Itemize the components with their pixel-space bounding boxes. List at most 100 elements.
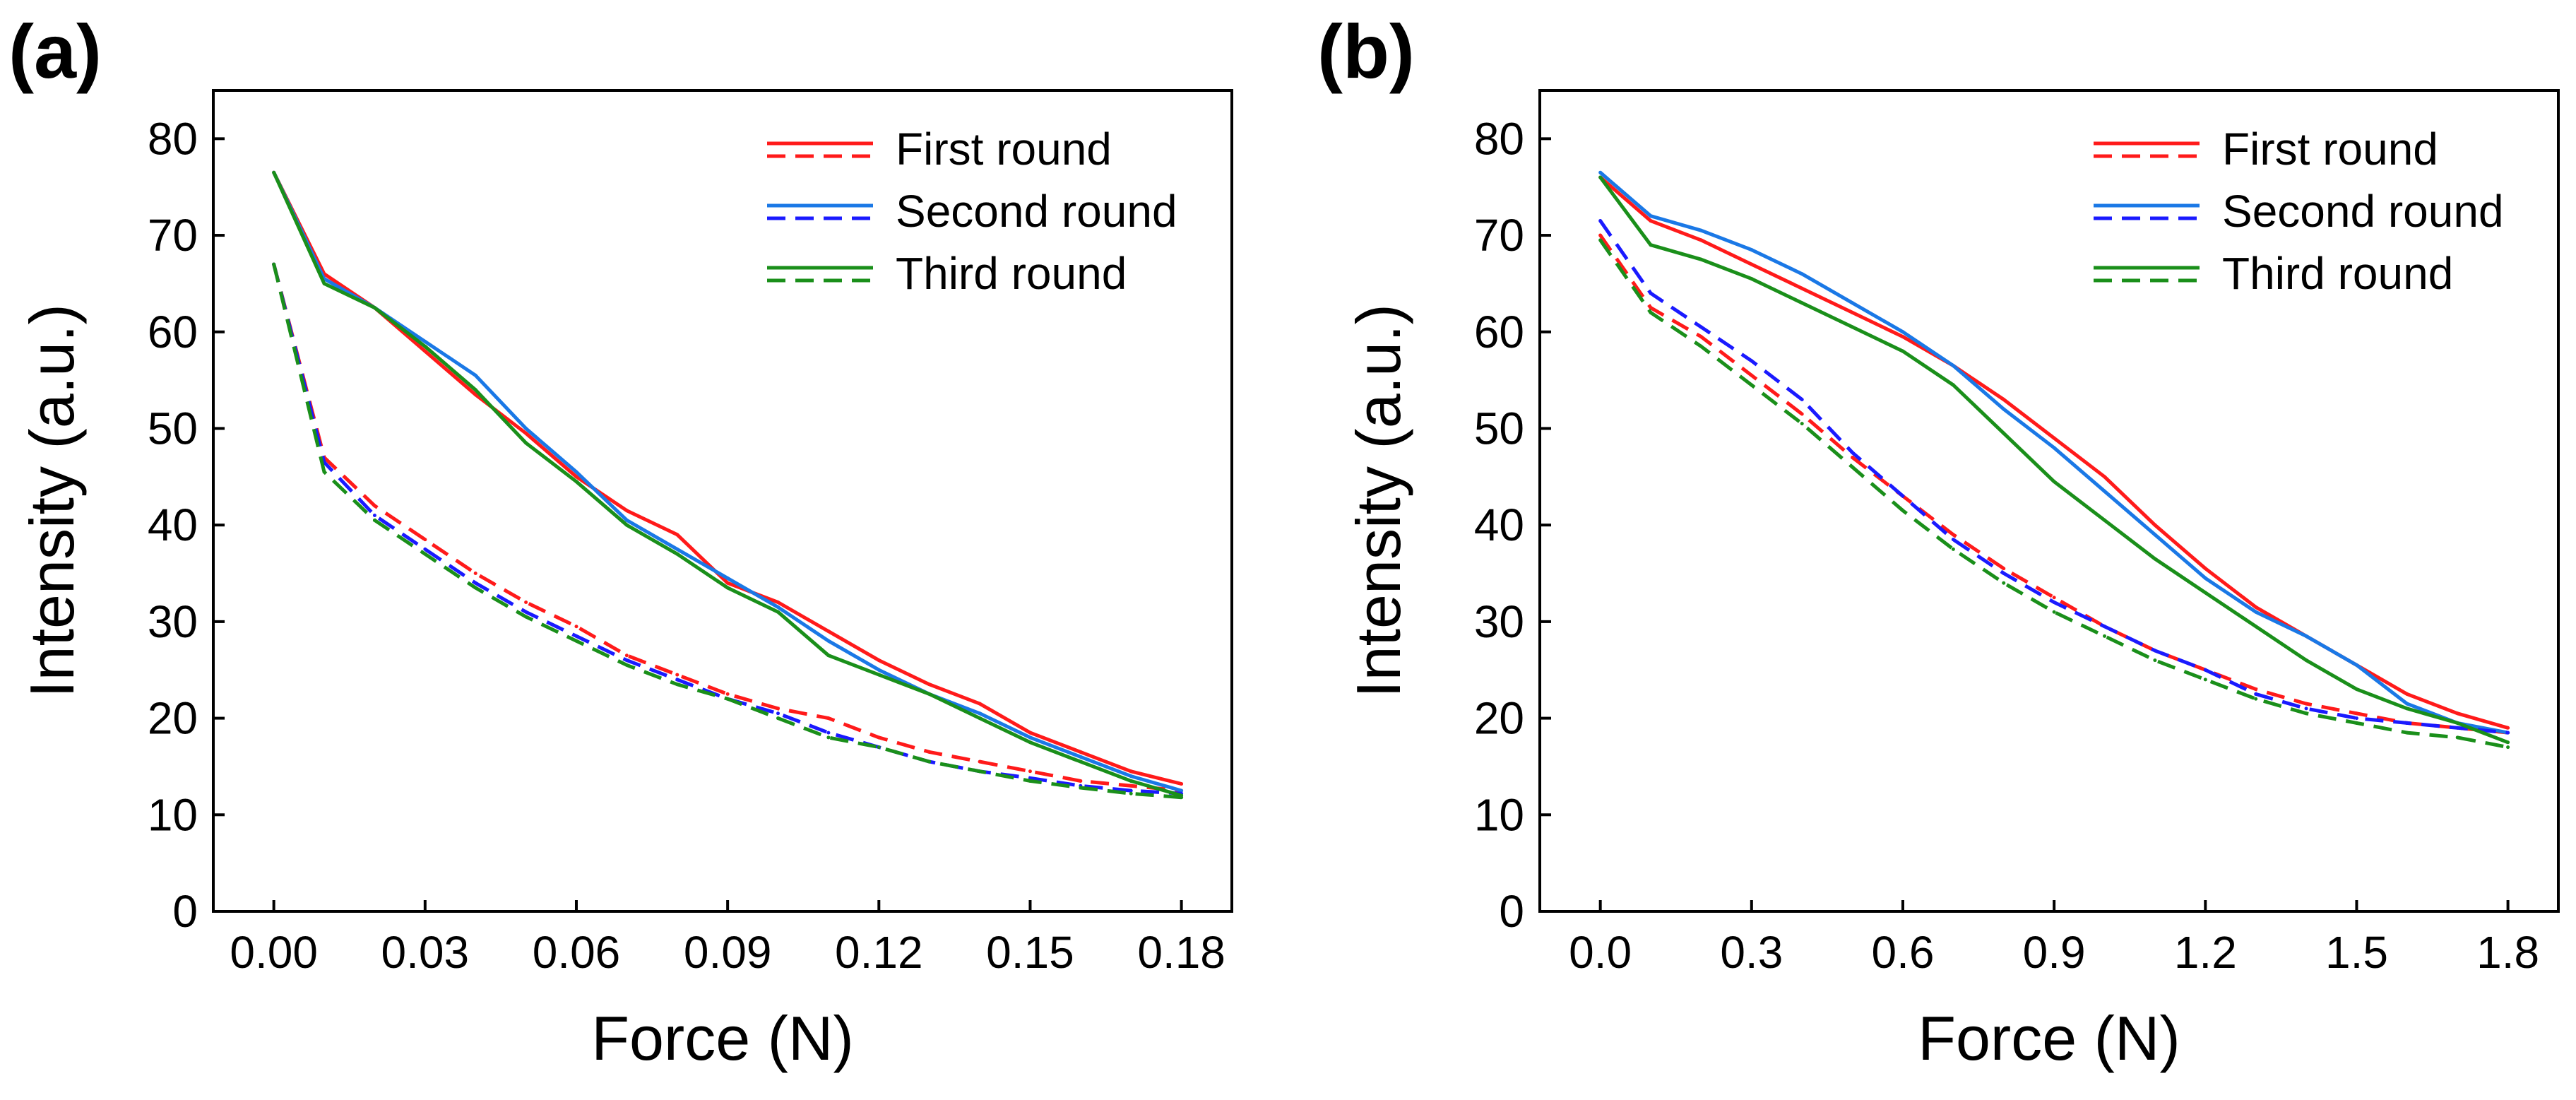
x-tick-label-b: 1.5 (2325, 927, 2388, 978)
data-point-a (322, 470, 326, 474)
data-point-a (624, 654, 629, 658)
data-point-a (473, 586, 477, 590)
data-point-b (1649, 310, 1653, 314)
data-point-a (1129, 791, 1133, 796)
data-point-b (1851, 310, 1855, 314)
data-point-a (776, 706, 780, 711)
data-point-b (2405, 721, 2409, 725)
data-point-b (1901, 330, 1905, 334)
data-point-b (1699, 228, 1703, 232)
data-point-a (978, 716, 982, 721)
data-point-a (322, 281, 326, 285)
data-point-a (473, 393, 477, 397)
data-point-b (2103, 518, 2107, 522)
data-point-a (725, 576, 730, 580)
data-point-b (2254, 697, 2258, 701)
data-point-a (927, 750, 932, 754)
plot-frame-a (212, 89, 1233, 913)
data-point-a (1028, 776, 1032, 780)
data-point-b (2103, 489, 2107, 493)
data-point-a (624, 509, 629, 513)
data-point-b (1851, 325, 1855, 329)
data-point-a (675, 552, 679, 556)
x-tick-label-b: 0.0 (1569, 927, 1632, 978)
data-point-a (826, 629, 831, 634)
data-point-b (2254, 692, 2258, 696)
legend-entry-a: First round (896, 124, 1112, 175)
legend-entry-a: Third round (896, 248, 1127, 299)
data-point-b (1750, 373, 1754, 377)
data-point-a (372, 514, 376, 518)
data-point-b (1851, 465, 1855, 469)
data-point-a (372, 518, 376, 522)
panel-label-b: (b) (1317, 8, 1415, 94)
y-tick-label-a: 60 (148, 307, 198, 357)
plot-frame-b (1538, 89, 2560, 913)
data-point-a (524, 426, 528, 430)
data-point-b (2405, 731, 2409, 735)
data-point-b (1951, 547, 1955, 551)
data-point-b (1901, 494, 1905, 498)
data-point-a (473, 572, 477, 576)
data-point-a (927, 759, 932, 764)
data-point-b (2002, 407, 2006, 411)
data-point-b (2405, 702, 2409, 706)
data-point-b (1699, 325, 1703, 329)
data-point-a (624, 658, 629, 663)
y-tick-label-a: 10 (148, 789, 198, 840)
data-point-a (624, 523, 629, 527)
data-point-b (2354, 663, 2358, 667)
data-point-a (1129, 774, 1133, 779)
data-point-b (2254, 610, 2258, 614)
data-point-b (2002, 572, 2006, 576)
data-point-b (1649, 291, 1653, 295)
x-tick-label-a: 0.15 (986, 927, 1074, 978)
data-point-b (1598, 170, 1603, 175)
data-point-b (2203, 567, 2207, 571)
data-point-b (2052, 480, 2056, 484)
data-point-b (2304, 658, 2308, 663)
data-point-a (423, 538, 427, 542)
x-tick-label-b: 0.3 (1720, 927, 1783, 978)
data-point-b (2052, 596, 2056, 600)
data-point-a (624, 518, 629, 522)
data-point-b (2153, 557, 2157, 561)
x-axis-title-a: Force (N) (591, 1003, 854, 1073)
data-point-a (725, 586, 730, 590)
data-point-a (574, 470, 578, 474)
data-point-b (2354, 716, 2358, 721)
data-point-a (675, 678, 679, 682)
data-point-b (2153, 533, 2157, 537)
data-point-a (1129, 769, 1133, 774)
data-point-a (877, 745, 881, 750)
data-point-a (1180, 782, 1184, 786)
data-point-b (1649, 306, 1653, 310)
data-point-b (1951, 533, 1955, 537)
data-point-b (1800, 272, 1804, 276)
data-point-b (2052, 601, 2056, 605)
x-axis-title-b: Force (N) (1918, 1003, 2180, 1073)
data-point-a (1028, 735, 1032, 740)
data-point-b (1598, 219, 1603, 223)
data-point-a (978, 711, 982, 716)
data-point-b (2506, 740, 2510, 745)
data-point-b (2153, 649, 2157, 653)
data-point-b (2002, 567, 2006, 571)
data-point-b (2203, 678, 2207, 682)
data-point-a (826, 735, 831, 740)
data-point-a (776, 711, 780, 716)
y-tick-label-a: 0 (172, 886, 198, 937)
data-point-b (2103, 475, 2107, 479)
data-point-a (272, 170, 276, 175)
data-point-b (1951, 364, 1955, 368)
data-point-b (1598, 238, 1603, 242)
data-point-b (2052, 610, 2056, 614)
data-point-a (1079, 779, 1083, 783)
data-point-a (1129, 779, 1133, 783)
x-tick-label-a: 0.09 (684, 927, 772, 978)
data-point-a (524, 441, 528, 445)
data-point-a (978, 769, 982, 774)
y-tick-label-b: 80 (1474, 113, 1524, 164)
legend-entry-a: Second round (896, 186, 1177, 237)
data-point-a (776, 601, 780, 605)
